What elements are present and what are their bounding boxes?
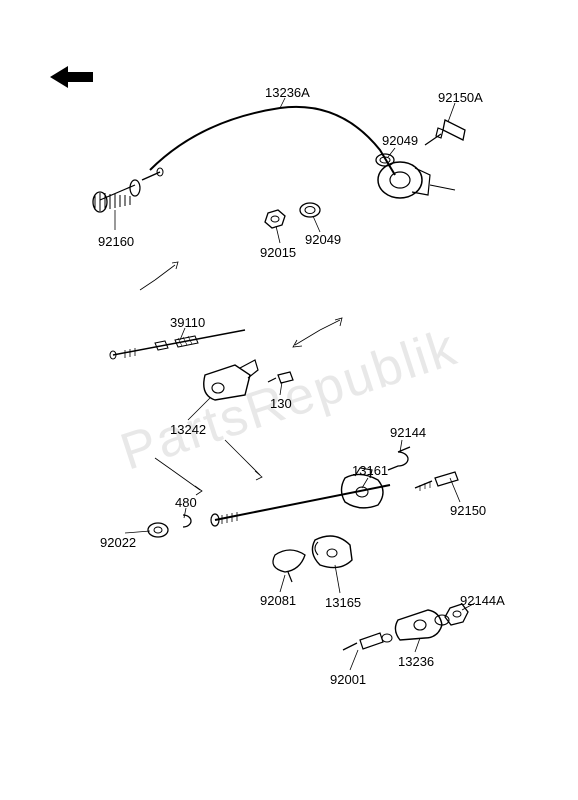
part-label: 92049 bbox=[305, 232, 341, 247]
part-label: 13236 bbox=[398, 654, 434, 669]
part-label: 92049 bbox=[382, 133, 418, 148]
part-label: 39110 bbox=[170, 315, 205, 330]
part-label: 92001 bbox=[330, 672, 366, 687]
part-label: 92015 bbox=[260, 245, 296, 260]
part-label: 130 bbox=[270, 396, 292, 411]
direction-arrow-icon bbox=[48, 62, 98, 97]
part-label: 92144 bbox=[390, 425, 426, 440]
part-label: 92150A bbox=[438, 90, 483, 105]
part-label: 92150 bbox=[450, 503, 486, 518]
part-label: 13242 bbox=[170, 422, 206, 437]
part-label: 92160 bbox=[98, 234, 134, 249]
part-label: 480 bbox=[175, 495, 197, 510]
part-label: 13165 bbox=[325, 595, 361, 610]
part-label: 92144A bbox=[460, 593, 505, 608]
part-label: 92081 bbox=[260, 593, 296, 608]
part-label: 13161 bbox=[352, 463, 388, 478]
part-label: 92022 bbox=[100, 535, 136, 550]
part-label: 13236A bbox=[265, 85, 310, 100]
